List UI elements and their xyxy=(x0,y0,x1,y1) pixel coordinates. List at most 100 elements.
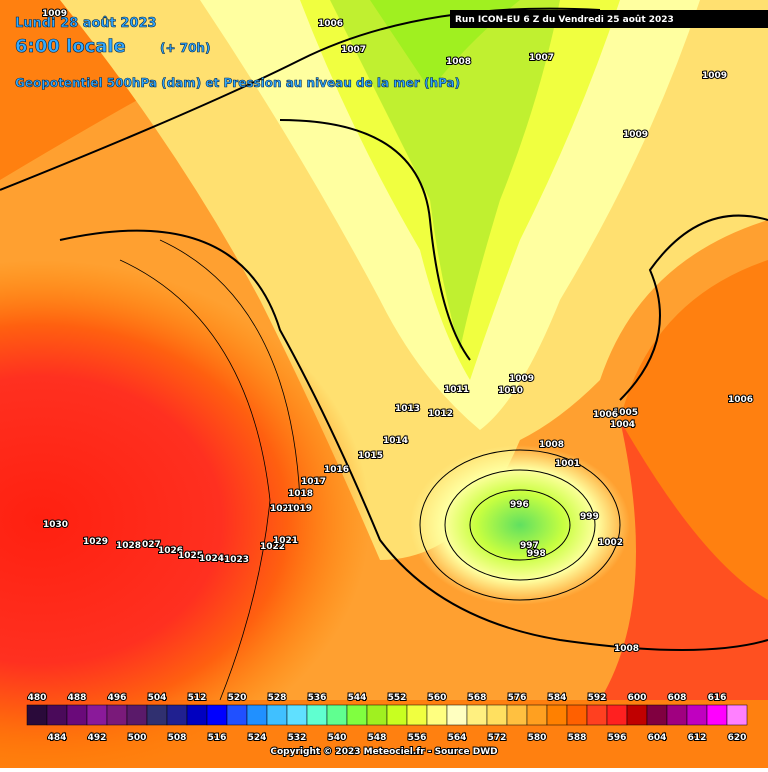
pressure-label: 1017 xyxy=(301,477,326,487)
pressure-label: 1013 xyxy=(395,404,420,414)
scale-label: 528 xyxy=(268,693,287,703)
pressure-label: 027 xyxy=(142,540,161,550)
pressure-label: 1024 xyxy=(199,554,224,564)
scale-label: 604 xyxy=(648,733,667,743)
scale-label: 512 xyxy=(188,693,207,703)
scale-label: 480 xyxy=(28,693,47,703)
scale-label: 496 xyxy=(108,693,127,703)
scale-swatch xyxy=(106,704,128,726)
scale-label: 552 xyxy=(388,693,407,703)
scale-swatch xyxy=(326,704,348,726)
pressure-label: 1009 xyxy=(42,9,67,19)
scale-label: 556 xyxy=(408,733,427,743)
scale-label: 540 xyxy=(328,733,347,743)
scale-swatch xyxy=(66,704,88,726)
pressure-label: 996 xyxy=(510,500,529,510)
pressure-label: 1028 xyxy=(116,541,141,551)
pressure-label: 1030 xyxy=(43,520,68,530)
scale-label: 516 xyxy=(208,733,227,743)
time: 6:00 locale xyxy=(15,36,126,57)
scale-label: 616 xyxy=(708,693,727,703)
scale-swatch xyxy=(226,704,248,726)
pressure-label: 1004 xyxy=(610,420,635,430)
scale-label: 608 xyxy=(668,693,687,703)
lead-time: (+ 70h) xyxy=(160,41,210,55)
pressure-label: 1025 xyxy=(178,551,203,561)
pressure-label: 1010 xyxy=(498,386,523,396)
scale-label: 580 xyxy=(528,733,547,743)
pressure-label: 1008 xyxy=(614,644,639,654)
scale-swatch xyxy=(566,704,588,726)
scale-label: 508 xyxy=(168,733,187,743)
pressure-label: 1009 xyxy=(509,374,534,384)
pressure-label: 1002 xyxy=(598,538,623,548)
pressure-label: 1009 xyxy=(623,130,648,140)
scale-swatch xyxy=(286,704,308,726)
pressure-label: 1029 xyxy=(83,537,108,547)
pressure-label: 999 xyxy=(580,512,599,522)
scale-label: 524 xyxy=(248,733,267,743)
scale-swatch xyxy=(586,704,608,726)
pressure-label: 1021 xyxy=(273,536,298,546)
scale-swatch xyxy=(546,704,568,726)
scale-swatch xyxy=(306,704,328,726)
scale-swatch xyxy=(646,704,668,726)
scale-label: 620 xyxy=(728,733,747,743)
run-banner xyxy=(450,10,768,28)
scale-label: 520 xyxy=(228,693,247,703)
scale-swatch xyxy=(46,704,68,726)
pressure-label: 997 xyxy=(520,541,539,551)
pressure-label: 1008 xyxy=(539,440,564,450)
scale-swatch xyxy=(486,704,508,726)
scale-label: 500 xyxy=(128,733,147,743)
pressure-label: 1023 xyxy=(224,555,249,565)
pressure-label: 1006 xyxy=(728,395,753,405)
pressure-label: 1020 xyxy=(270,504,295,514)
pressure-label: 1011 xyxy=(444,385,469,395)
scale-label: 592 xyxy=(588,693,607,703)
scale-swatch xyxy=(666,704,688,726)
pressure-label: 1009 xyxy=(702,71,727,81)
color-scale: 480 484 488 492 496 500 504 508 512 516 520 524 528 5… xyxy=(27,692,748,744)
scale-swatch xyxy=(606,704,628,726)
pressure-label: 1005 xyxy=(613,408,638,418)
pressure-label: 1019 xyxy=(287,504,312,514)
subtitle: Geopotentiel 500hPa (dam) et Pression au… xyxy=(15,76,460,90)
pressure-labels: 1009 1006 1007 1007 1008 1009 1009 1030 1029 1028… xyxy=(41,8,754,655)
pressure-label: 1007 xyxy=(341,45,366,55)
pressure-label: 1012 xyxy=(428,409,453,419)
scale-label: 484 xyxy=(48,733,67,743)
scale-swatch xyxy=(86,704,108,726)
scale-swatch xyxy=(626,704,648,726)
date: Lundi 28 août 2023 xyxy=(15,16,157,31)
copyright: Copyright © 2023 Meteociel.fr - Source D… xyxy=(270,747,497,757)
pressure-label: 1022 xyxy=(260,542,285,552)
pressure-label: 1008 xyxy=(446,57,471,67)
pressure-label: 1018 xyxy=(288,489,313,499)
scale-label: 564 xyxy=(448,733,467,743)
scale-label: 572 xyxy=(488,733,507,743)
scale-label: 588 xyxy=(568,733,587,743)
scale-swatch xyxy=(366,704,388,726)
pressure-label: 1007 xyxy=(529,53,554,63)
scale-swatch xyxy=(386,704,408,726)
scale-swatch xyxy=(126,704,148,726)
scale-swatch xyxy=(446,704,468,726)
run-text: Run ICON-EU 6 Z du Vendredi 25 août 2023 xyxy=(455,15,674,25)
pressure-label: 1014 xyxy=(383,436,408,446)
scale-label: 596 xyxy=(608,733,627,743)
scale-swatch xyxy=(426,704,448,726)
pressure-label: 1006 xyxy=(593,410,618,420)
scale-label: 504 xyxy=(148,693,167,703)
scale-label: 600 xyxy=(628,693,647,703)
scale-label: 612 xyxy=(688,733,707,743)
scale-swatch xyxy=(246,704,268,726)
scale-swatch xyxy=(166,704,188,726)
scale-label: 536 xyxy=(308,693,327,703)
pressure-label: 998 xyxy=(527,549,546,559)
scale-swatch xyxy=(706,704,728,726)
pressure-label: 1016 xyxy=(324,465,349,475)
scale-swatch xyxy=(346,704,368,726)
